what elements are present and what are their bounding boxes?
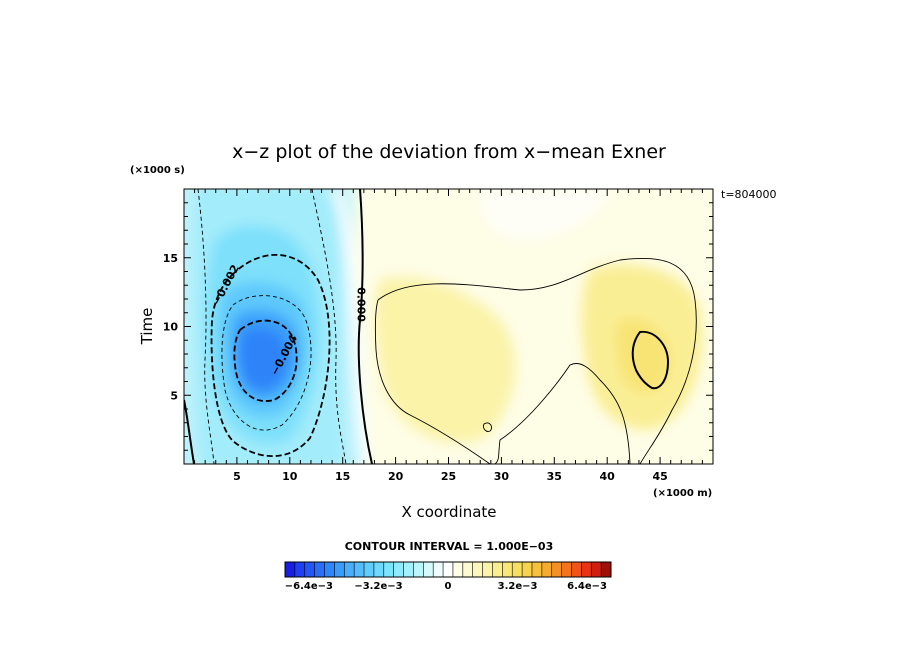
positive-region-1 bbox=[375, 277, 515, 443]
negative-core bbox=[239, 327, 288, 391]
colorbar-swatch bbox=[294, 562, 306, 577]
colorbar-swatch bbox=[324, 562, 335, 577]
x-axis-ticks: 5 10 15 20 25 30 35 40 45 bbox=[194, 189, 703, 483]
timestamp-label: t=804000 bbox=[721, 188, 777, 201]
x-tick-label: 30 bbox=[494, 470, 510, 483]
x-tick-label: 5 bbox=[233, 470, 241, 483]
colorbar-swatch bbox=[423, 562, 434, 577]
contour-pos003 bbox=[631, 330, 670, 390]
colorbar-swatch bbox=[403, 562, 414, 577]
shading bbox=[184, 189, 703, 464]
colorbar-tick-label: 0 bbox=[445, 581, 452, 592]
contour-neg002 bbox=[210, 253, 331, 458]
colorbar-tick-label: −6.4e−3 bbox=[285, 581, 333, 592]
colorbar-swatch bbox=[502, 562, 513, 577]
x-tick-label: 15 bbox=[335, 470, 350, 483]
y-tick-label: 5 bbox=[170, 389, 178, 402]
x-tick-label: 20 bbox=[388, 470, 404, 483]
colorbar-swatch bbox=[383, 562, 394, 577]
colorbar-swatch bbox=[314, 562, 325, 577]
colorbar-swatch bbox=[522, 562, 533, 577]
contour-pos001-main bbox=[374, 257, 697, 464]
colorbar-swatch bbox=[285, 562, 296, 577]
colorbar-swatch bbox=[531, 562, 543, 577]
colorbar-tick-label: 6.4e−3 bbox=[567, 581, 607, 592]
contour-neg004 bbox=[233, 319, 298, 402]
colorbar-swatch bbox=[393, 562, 404, 577]
colorbar-swatch bbox=[462, 562, 473, 577]
y-tick-label: 15 bbox=[163, 252, 178, 265]
colorbar-swatch bbox=[413, 562, 424, 577]
colorbar-tick-label: −3.2e−3 bbox=[354, 581, 402, 592]
contour-neg003 bbox=[221, 295, 312, 431]
colorbar-swatch bbox=[344, 562, 355, 577]
colorbar-swatch bbox=[433, 562, 444, 577]
chart-title: x−z plot of the deviation from x−mean Ex… bbox=[232, 141, 666, 163]
colorbar-swatch bbox=[482, 562, 493, 577]
contour-zero-main bbox=[357, 189, 373, 464]
colorbar-frame bbox=[284, 561, 612, 578]
x-tick-label: 40 bbox=[600, 470, 616, 483]
x-tick-label: 10 bbox=[282, 470, 298, 483]
contour-label: 0.000 bbox=[355, 287, 368, 322]
colorbar-swatch bbox=[571, 562, 582, 577]
y-tick-label: 10 bbox=[163, 321, 179, 334]
colorbar-swatch bbox=[472, 562, 483, 577]
colorbar-swatch bbox=[512, 562, 523, 577]
contour-neg001-outer bbox=[197, 189, 215, 464]
colorbar-swatch bbox=[561, 562, 572, 577]
y-axis-ticks: 5 10 15 bbox=[163, 202, 713, 451]
contour-interval-label: CONTOUR INTERVAL = 1.000E−03 bbox=[345, 540, 554, 553]
colorbar-swatch bbox=[443, 562, 454, 577]
x-unit-label: (×1000 m) bbox=[653, 488, 712, 499]
colorbar-swatch bbox=[354, 562, 365, 577]
y-axis-label: Time bbox=[138, 308, 156, 346]
colorbar-swatch bbox=[304, 562, 315, 577]
contour-pos001-small bbox=[483, 422, 493, 432]
contour-lines bbox=[184, 189, 697, 464]
near-zero-band bbox=[330, 189, 370, 464]
x-tick-label: 25 bbox=[441, 470, 456, 483]
x-tick-label: 45 bbox=[652, 470, 667, 483]
x-axis-label: X coordinate bbox=[401, 503, 496, 521]
colorbar-swatch bbox=[551, 562, 562, 577]
colorbar-swatch bbox=[601, 562, 612, 577]
colorbar-swatch bbox=[334, 562, 345, 577]
colorbar-swatch bbox=[581, 562, 592, 577]
top-white-patch bbox=[479, 189, 610, 240]
colorbar-swatch bbox=[364, 562, 375, 577]
colorbar-swatch bbox=[452, 562, 464, 577]
colorbar-swatch bbox=[591, 562, 602, 577]
x-tick-label: 35 bbox=[547, 470, 562, 483]
colorbar-swatch bbox=[541, 562, 553, 577]
colorbar-swatch bbox=[373, 562, 385, 577]
colorbar-swatch bbox=[492, 562, 503, 577]
contour-zero-left bbox=[184, 399, 195, 464]
colorbar-tick-label: 3.2e−3 bbox=[498, 581, 538, 592]
colorbar: −6.4e−3 −3.2e−3 0 3.2e−3 6.4e−3 bbox=[284, 561, 612, 592]
y-unit-label: (×1000 s) bbox=[130, 165, 185, 176]
